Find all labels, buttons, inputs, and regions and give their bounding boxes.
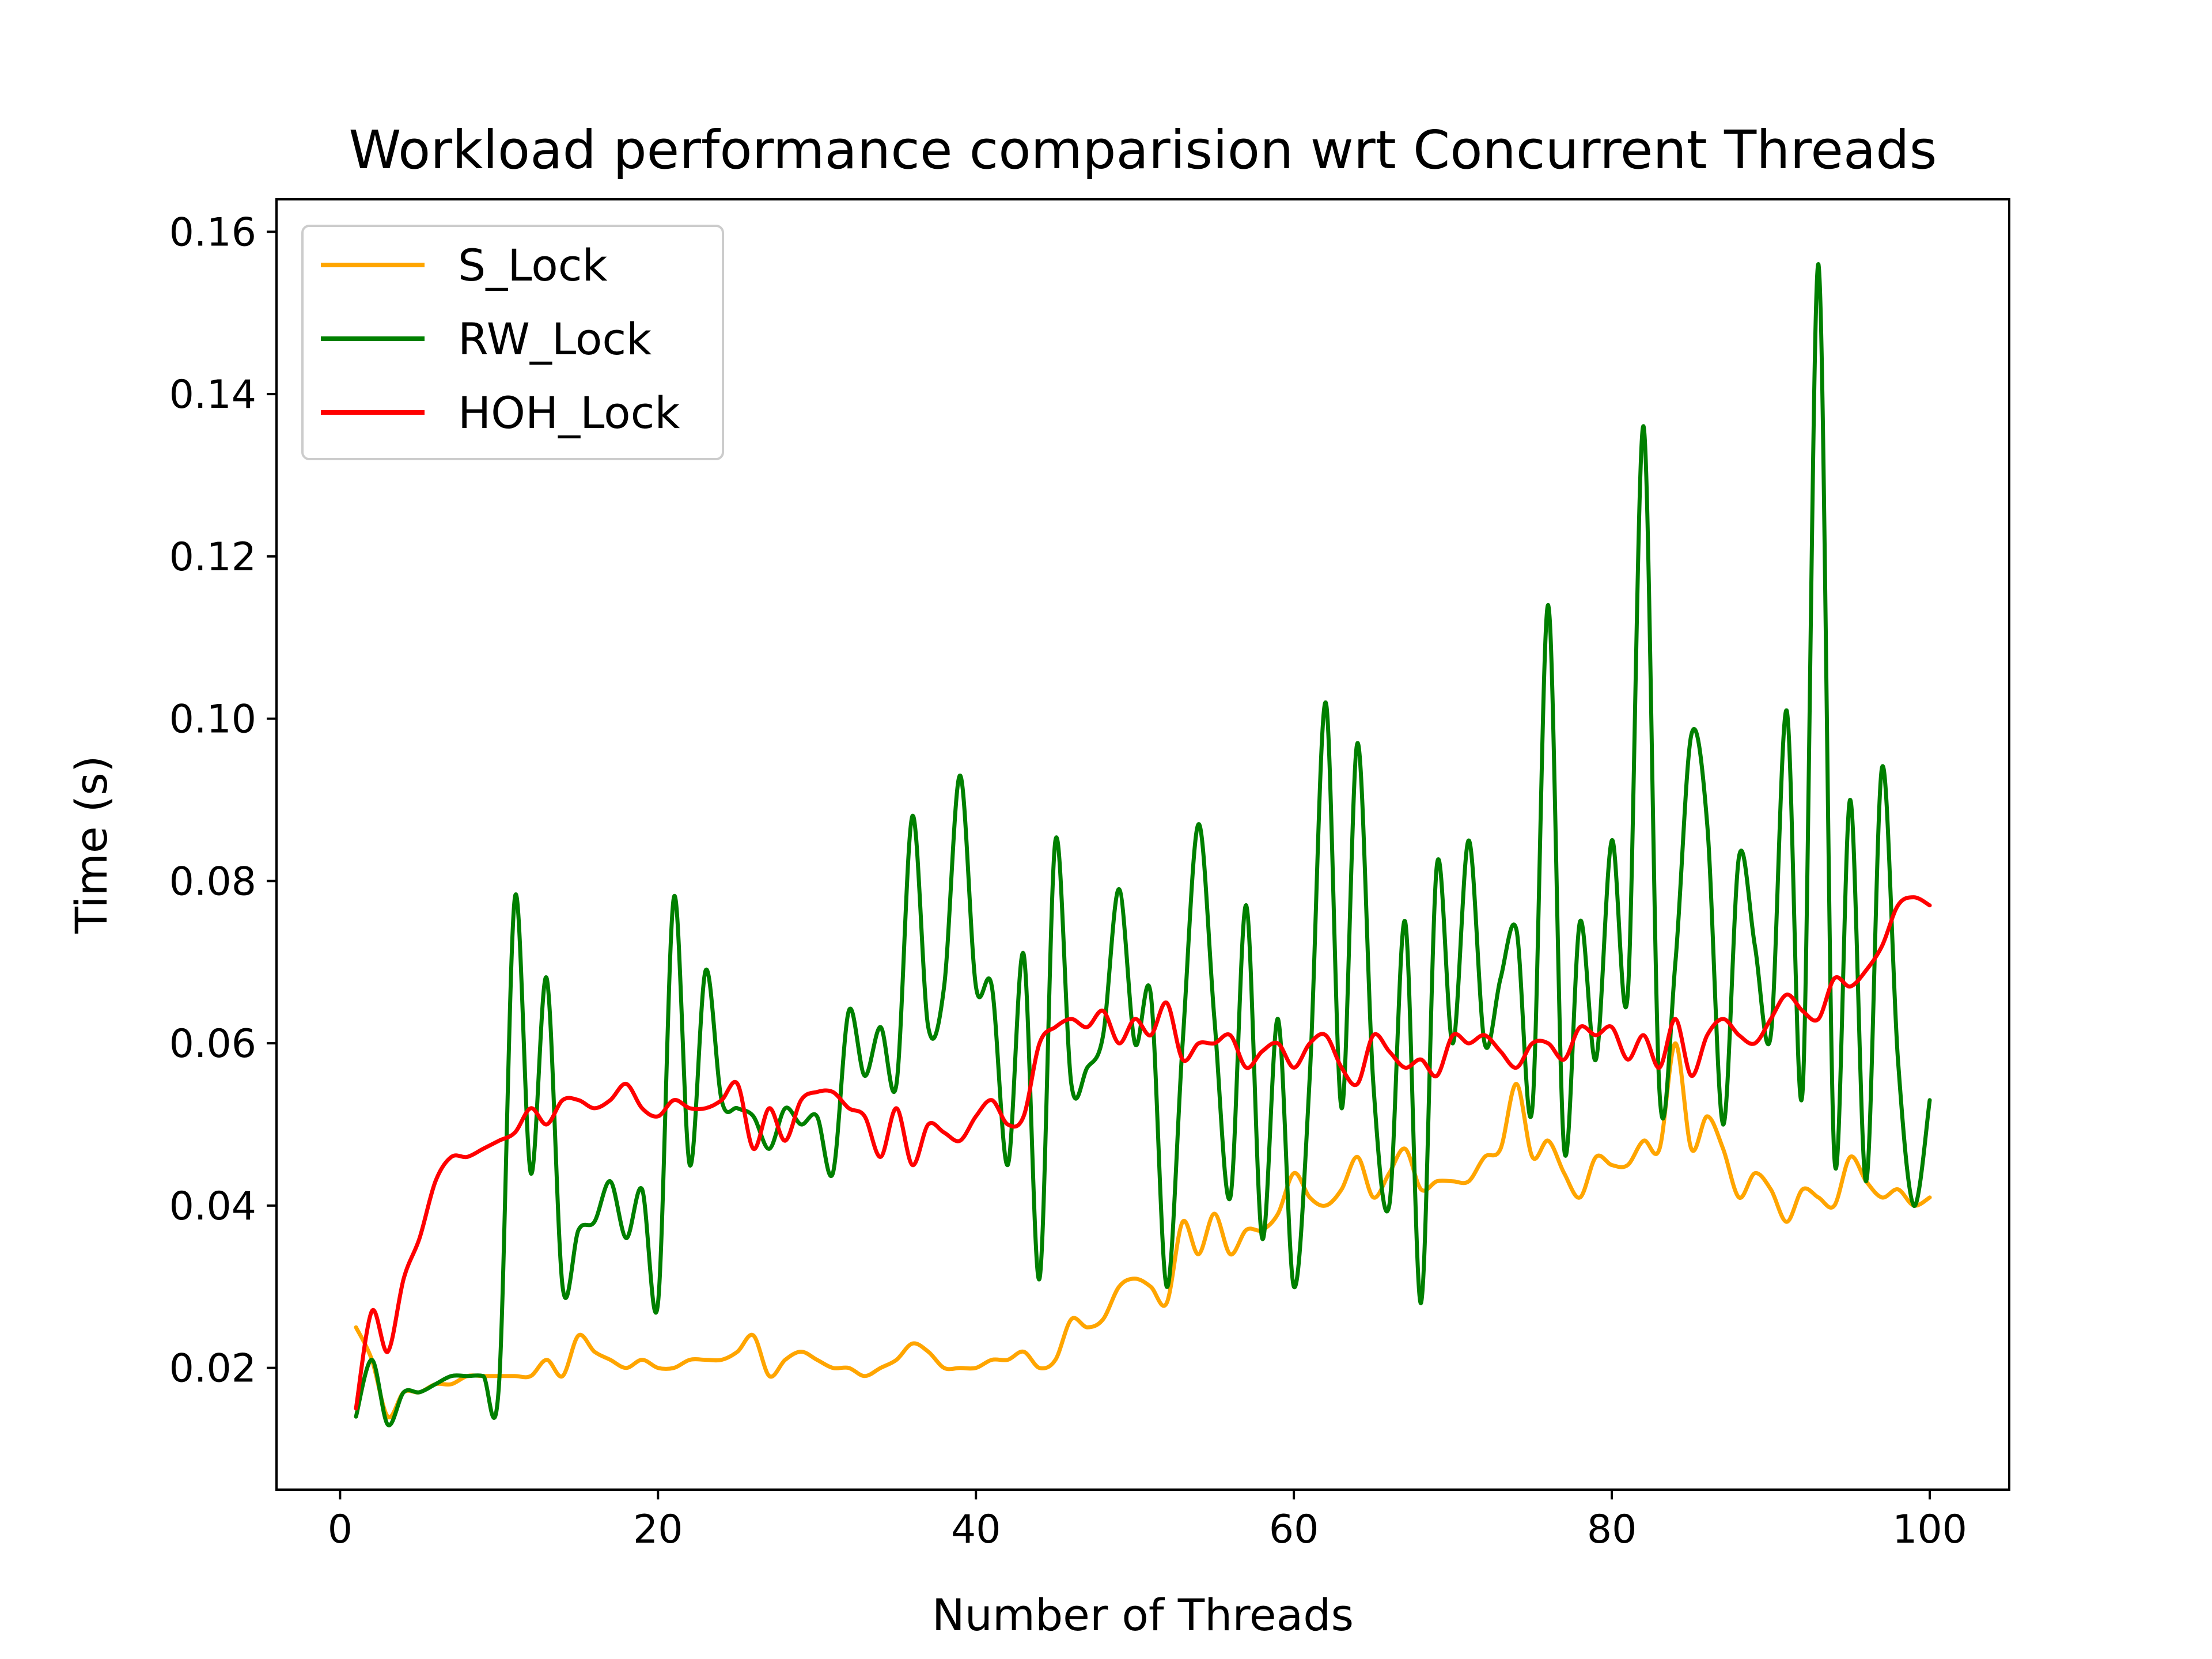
legend-label-hoh-lock: HOH_Lock [458, 387, 680, 438]
series-layer [354, 262, 1932, 1427]
legend-frame [301, 225, 724, 460]
legend: S_Lock RW_Lock HOH_Lock [301, 225, 724, 460]
y-tick-label: 0.12 [169, 535, 256, 580]
x-tick-label: 100 [1892, 1507, 1967, 1552]
x-tick-label: 40 [951, 1507, 1001, 1552]
series-line-hoh-lock [354, 895, 1932, 1411]
y-tick-label: 0.04 [169, 1184, 256, 1229]
chart-title: Workload performance comparision wrt Con… [349, 119, 1937, 181]
y-axis-label: Time (s) [66, 755, 117, 934]
x-tick-label: 0 [328, 1507, 353, 1552]
ticks-layer: 0 20 40 60 80 100 0.02 0.04 0.06 0.08 0.10 0.12 0.14… [169, 210, 1967, 1552]
x-tick-label: 20 [633, 1507, 683, 1552]
series-line-s-lock [354, 1041, 1932, 1419]
legend-label-s-lock: S_Lock [458, 240, 608, 291]
x-tick-label: 60 [1269, 1507, 1319, 1552]
y-tick-label: 0.02 [169, 1346, 256, 1392]
y-tick-label: 0.10 [169, 697, 256, 743]
y-tick-label: 0.16 [169, 210, 256, 255]
y-tick-label: 0.08 [169, 859, 256, 904]
y-tick-label: 0.06 [169, 1021, 256, 1067]
plot-frame [275, 198, 2010, 1491]
legend-label-rw-lock: RW_Lock [458, 313, 652, 365]
x-tick-label: 80 [1587, 1507, 1637, 1552]
x-axis-label: Number of Threads [932, 1589, 1354, 1641]
series-line-rw-lock [354, 262, 1932, 1427]
y-tick-label: 0.14 [169, 372, 256, 418]
